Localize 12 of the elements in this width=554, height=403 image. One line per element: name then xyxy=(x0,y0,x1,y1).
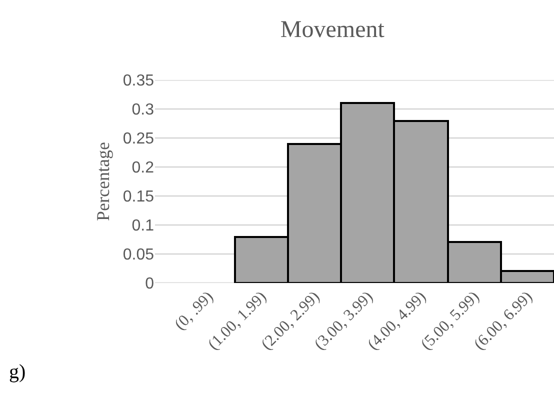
text: g) xyxy=(9,361,26,383)
y-tick-label: 0.15 xyxy=(122,188,154,206)
y-axis-title: Percentage xyxy=(93,142,114,221)
y-tick-label: 0.25 xyxy=(122,130,154,148)
y-tick-label: 0 xyxy=(145,276,154,293)
y-tick-label: 0.2 xyxy=(132,160,154,177)
y-tick-label: 0.1 xyxy=(132,218,154,235)
y-tick-label: 0.35 xyxy=(122,72,154,90)
chart-title: Movement xyxy=(280,16,385,43)
y-tick-label: 0.3 xyxy=(132,102,154,119)
x-tick-label: (0, .99) xyxy=(172,288,217,334)
y-tick-label: 0.05 xyxy=(122,246,154,264)
